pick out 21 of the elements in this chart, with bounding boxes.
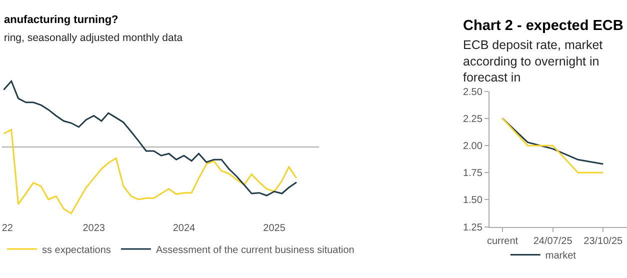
legend-label: Assessment of the current business situation xyxy=(156,244,354,256)
y-tick-label: 1.75 xyxy=(462,168,483,180)
legend-label: market xyxy=(545,250,576,262)
x-tick-label: 23/10/25 xyxy=(584,236,624,247)
y-tick-label: 2.50 xyxy=(462,86,483,98)
x-tick-label: 24/07/25 xyxy=(533,236,573,247)
legend-label: ss expectations xyxy=(42,244,111,256)
x-tick-label: 22 xyxy=(2,223,14,234)
y-tick-label: 1.50 xyxy=(462,195,483,206)
y-tick-label: 1.25 xyxy=(462,222,483,234)
x-tick-label: 2023 xyxy=(82,223,106,234)
chart-title: anufacturing turning? xyxy=(4,14,119,26)
chart-subtitle: ring, seasonally adjusted monthly data xyxy=(4,32,183,44)
chart-title: Chart 2 - expected ECB xyxy=(463,18,624,34)
x-tick-label: 2024 xyxy=(172,223,196,234)
chart-subtitle: ECB deposit rate, market according to overnight in forecast in xyxy=(463,38,604,84)
x-tick-label: 2025 xyxy=(263,223,286,234)
y-tick-label: 2.00 xyxy=(462,141,483,152)
y-tick-label: 2.25 xyxy=(462,114,483,125)
line-series xyxy=(502,118,604,165)
x-tick-label: current xyxy=(486,236,518,247)
